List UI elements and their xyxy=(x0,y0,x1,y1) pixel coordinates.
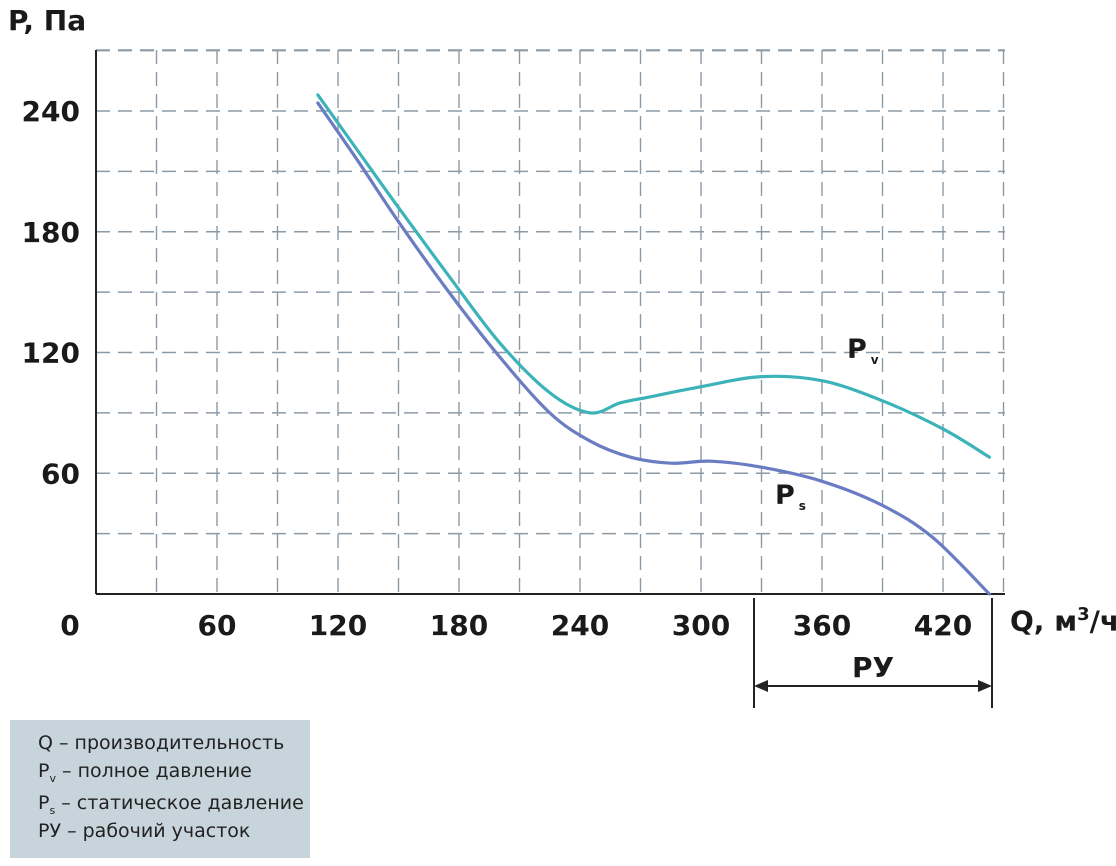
series-line-ps xyxy=(316,101,991,596)
x-tick-label: 60 xyxy=(198,609,237,642)
legend-pv-text: – полное давление xyxy=(55,760,252,782)
x-tick-label: 0 xyxy=(60,609,79,642)
legend-item-ru: РУ – рабочий участок xyxy=(38,820,250,842)
legend-ps-text: – статическое давление xyxy=(55,792,304,814)
y-axis-title: P, Па xyxy=(8,4,87,37)
y-tick-label: 120 xyxy=(22,337,80,370)
x-axis-title-sup: 3 xyxy=(1077,604,1090,625)
chart: 0 60 120 180 240 300 360 420 60 120 180 240 P v P s РУ xyxy=(22,49,1005,708)
x-tick-label: 120 xyxy=(309,609,367,642)
legend-ps-sub: s xyxy=(49,803,56,817)
x-tick-label: 420 xyxy=(914,609,972,642)
legend-box: Q – производительность Pv – полное давле… xyxy=(10,720,310,858)
working-range-arrow-left xyxy=(754,680,768,692)
working-range-label: РУ xyxy=(852,651,894,684)
legend-ru-text: – рабочий участок xyxy=(61,820,251,842)
legend-pv-symbol: P xyxy=(38,760,50,782)
legend-item-q: Q – производительность xyxy=(38,732,284,754)
x-axis-title-tail: /ч xyxy=(1089,604,1116,638)
legend-item-ps: Ps – статическое давление xyxy=(38,792,304,817)
legend-q-symbol: Q xyxy=(38,732,53,754)
series-line-pv xyxy=(316,93,991,459)
legend-item-pv: Pv – полное давление xyxy=(38,760,252,785)
legend-pv-sub: v xyxy=(49,771,56,785)
y-tick-label: 60 xyxy=(41,457,80,490)
x-tick-label: 360 xyxy=(793,609,851,642)
y-tick-label: 180 xyxy=(22,216,80,249)
y-tick-label: 240 xyxy=(22,95,80,128)
x-axis-title-main: Q, м xyxy=(1010,604,1078,638)
x-tick-label: 300 xyxy=(672,609,730,642)
working-range-arrow-right xyxy=(978,680,992,692)
legend-ps-symbol: P xyxy=(38,792,50,814)
x-tick-label: 180 xyxy=(430,609,488,642)
legend-ru-symbol: РУ xyxy=(38,820,62,842)
x-axis-title: Q, м3/ч xyxy=(1010,604,1116,637)
legend-q-text: – производительность xyxy=(52,732,285,754)
x-tick-label: 240 xyxy=(551,609,609,642)
